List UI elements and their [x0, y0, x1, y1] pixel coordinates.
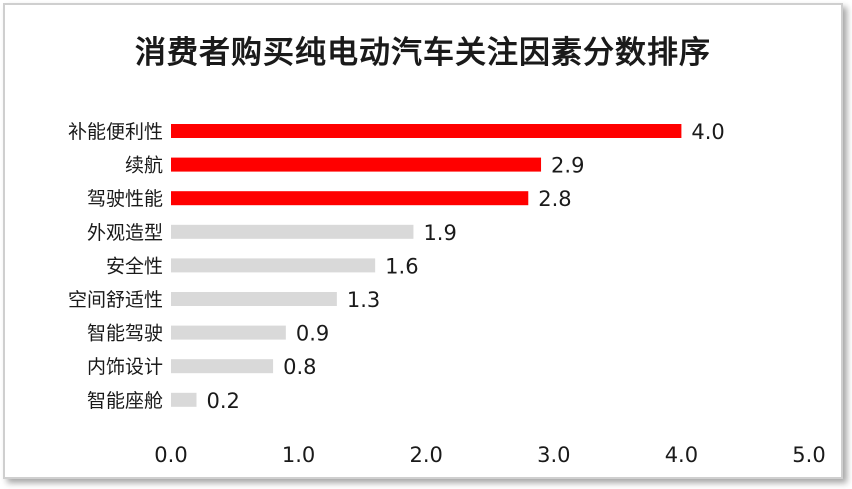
value-label: 2.8 [538, 187, 571, 211]
category-label: 补能便利性 [68, 121, 163, 143]
bar-chart: 补能便利性 4.0 续航 2.9 驾驶性能 2.8 外观造型 1.9 安全性 1.6 空间舒适性 1.… [68, 120, 826, 467]
value-label: 0.2 [207, 389, 240, 413]
x-tick-label: 2.0 [409, 443, 442, 467]
bar [171, 359, 274, 374]
bar [171, 224, 414, 239]
value-label: 0.9 [296, 322, 329, 346]
value-label: 4.0 [691, 120, 724, 144]
category-label: 智能驾驶 [87, 323, 163, 345]
category-label: 外观造型 [87, 222, 163, 244]
bar [171, 258, 376, 273]
category-label: 内饰设计 [87, 356, 163, 378]
value-label: 1.6 [385, 254, 418, 278]
category-label: 空间舒适性 [68, 289, 163, 311]
category-label: 续航 [125, 155, 163, 177]
x-tick-label: 4.0 [665, 443, 698, 467]
bar [171, 292, 337, 306]
bar [171, 124, 682, 138]
bar [171, 392, 197, 407]
bar [171, 191, 529, 206]
value-label: 2.9 [551, 154, 584, 178]
chart-frame: 消费者购买纯电动汽车关注因素分数排序 补能便利性 4.0 续航 2.9 驾驶性能 2.8 外… [3, 3, 843, 479]
value-label: 0.8 [283, 355, 316, 379]
category-label: 智能座舱 [87, 390, 163, 412]
x-tick-label: 1.0 [282, 443, 315, 467]
x-tick-label: 5.0 [792, 443, 825, 467]
x-tick-label: 3.0 [537, 443, 570, 467]
bar [171, 157, 542, 172]
bar [171, 325, 286, 340]
x-tick-label: 0.0 [154, 443, 187, 467]
category-label: 驾驶性能 [87, 188, 163, 210]
category-label: 安全性 [106, 255, 163, 277]
value-label: 1.9 [423, 221, 456, 245]
chart-title: 消费者购买纯电动汽车关注因素分数排序 [135, 35, 711, 71]
value-label: 1.3 [347, 288, 380, 312]
